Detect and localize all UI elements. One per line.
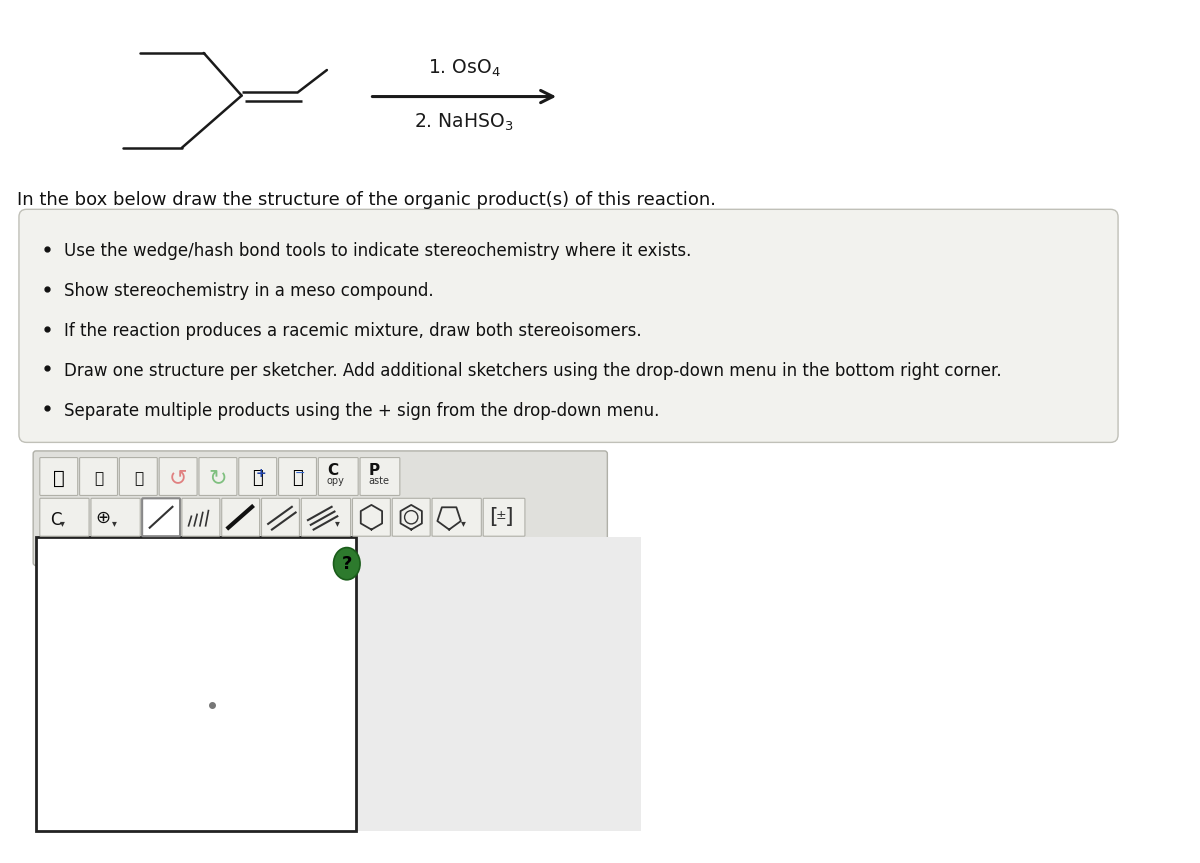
Text: 🧪: 🧪 <box>94 471 103 486</box>
Text: 🔍: 🔍 <box>252 469 263 488</box>
FancyBboxPatch shape <box>484 498 524 536</box>
Text: If the reaction produces a racemic mixture, draw both stereoisomers.: If the reaction produces a racemic mixtu… <box>65 322 642 340</box>
Text: C: C <box>326 463 338 478</box>
Text: ±: ± <box>496 508 506 522</box>
Text: Draw one structure per sketcher. Add additional sketchers using the drop-down me: Draw one structure per sketcher. Add add… <box>65 362 1002 380</box>
FancyBboxPatch shape <box>392 498 430 536</box>
FancyBboxPatch shape <box>91 498 140 536</box>
Text: In the box below draw the structure of the organic product(s) of this reaction.: In the box below draw the structure of t… <box>17 192 716 210</box>
FancyBboxPatch shape <box>79 457 118 495</box>
FancyBboxPatch shape <box>301 498 350 536</box>
Text: 🔍: 🔍 <box>292 469 302 488</box>
Text: opy: opy <box>326 476 344 486</box>
Text: 2. NaHSO$_3$: 2. NaHSO$_3$ <box>414 111 514 133</box>
Text: Show stereochemistry in a meso compound.: Show stereochemistry in a meso compound. <box>65 282 434 300</box>
Text: aste: aste <box>368 476 390 486</box>
FancyBboxPatch shape <box>34 451 607 565</box>
Text: ]: ] <box>504 507 514 526</box>
FancyBboxPatch shape <box>278 457 317 495</box>
Text: Use the wedge/hash bond tools to indicate stereochemistry where it exists.: Use the wedge/hash bond tools to indicat… <box>65 243 692 261</box>
Text: ?: ? <box>342 555 352 573</box>
Bar <box>356 537 641 831</box>
FancyBboxPatch shape <box>353 498 390 536</box>
Text: ⊕: ⊕ <box>96 508 110 526</box>
Text: ▾: ▾ <box>112 518 116 528</box>
Text: [: [ <box>490 507 498 526</box>
FancyBboxPatch shape <box>318 457 358 495</box>
Bar <box>36 537 356 831</box>
FancyBboxPatch shape <box>160 457 197 495</box>
FancyBboxPatch shape <box>40 457 78 495</box>
FancyBboxPatch shape <box>40 498 89 536</box>
FancyBboxPatch shape <box>19 210 1118 443</box>
FancyBboxPatch shape <box>239 457 277 495</box>
Text: 🩹: 🩹 <box>133 471 143 486</box>
Text: ▾: ▾ <box>335 518 340 528</box>
Text: ▾: ▾ <box>60 518 65 528</box>
Text: C: C <box>50 511 61 529</box>
Ellipse shape <box>334 547 360 580</box>
FancyBboxPatch shape <box>432 498 481 536</box>
FancyBboxPatch shape <box>142 498 180 536</box>
FancyBboxPatch shape <box>262 498 300 536</box>
Text: −: − <box>295 467 306 480</box>
Text: 1. OsO$_4$: 1. OsO$_4$ <box>428 58 500 79</box>
FancyBboxPatch shape <box>119 457 157 495</box>
Text: Separate multiple products using the + sign from the drop-down menu.: Separate multiple products using the + s… <box>65 401 660 419</box>
Text: ▾: ▾ <box>462 518 467 528</box>
Text: 🖐: 🖐 <box>53 469 65 488</box>
FancyBboxPatch shape <box>360 457 400 495</box>
FancyBboxPatch shape <box>199 457 236 495</box>
FancyBboxPatch shape <box>182 498 220 536</box>
FancyBboxPatch shape <box>222 498 259 536</box>
Text: P: P <box>368 463 379 478</box>
Text: +: + <box>256 467 266 480</box>
Text: ↻: ↻ <box>209 469 227 488</box>
Text: ↺: ↺ <box>169 469 187 488</box>
